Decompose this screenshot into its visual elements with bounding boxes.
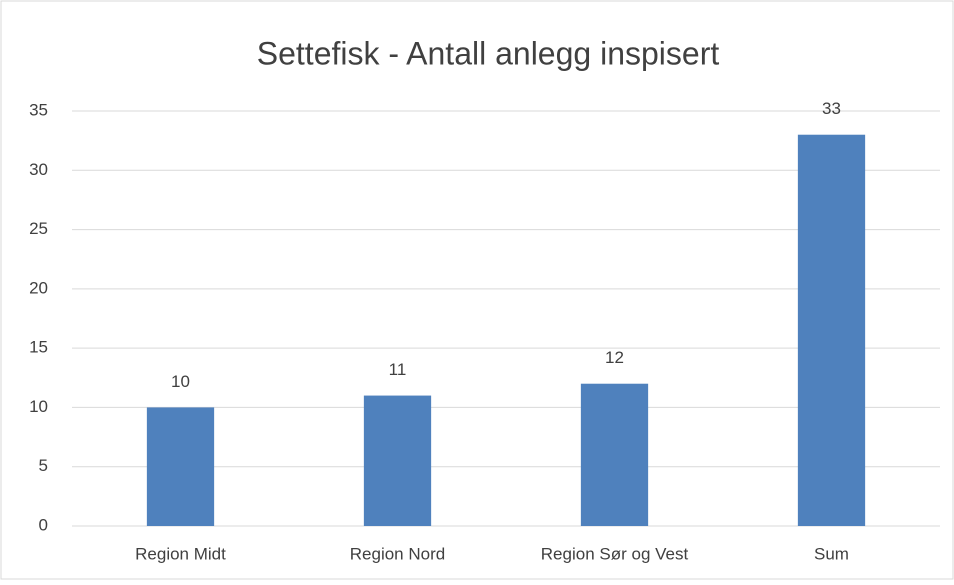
y-tick-label: 35 <box>29 100 48 119</box>
bar <box>797 134 866 526</box>
x-tick-label: Region Sør og Vest <box>541 544 689 563</box>
x-tick-label: Region Midt <box>135 544 226 563</box>
chart-title: Settefisk - Antall anlegg inspisert <box>257 35 720 71</box>
y-tick-label: 0 <box>39 515 48 534</box>
data-label: 33 <box>822 99 841 118</box>
x-tick-label: Region Nord <box>350 544 445 563</box>
bar <box>146 407 215 526</box>
y-tick-label: 20 <box>29 278 48 297</box>
y-tick-label: 5 <box>39 456 48 475</box>
bar <box>363 395 432 526</box>
data-label: 12 <box>605 348 624 367</box>
y-tick-label: 25 <box>29 219 48 238</box>
bar <box>580 383 649 526</box>
y-tick-label: 15 <box>29 338 48 357</box>
x-tick-label: Sum <box>814 544 849 563</box>
data-label: 11 <box>389 360 407 379</box>
y-tick-label: 10 <box>29 397 48 416</box>
y-tick-label: 30 <box>29 160 48 179</box>
data-label: 10 <box>171 372 190 391</box>
